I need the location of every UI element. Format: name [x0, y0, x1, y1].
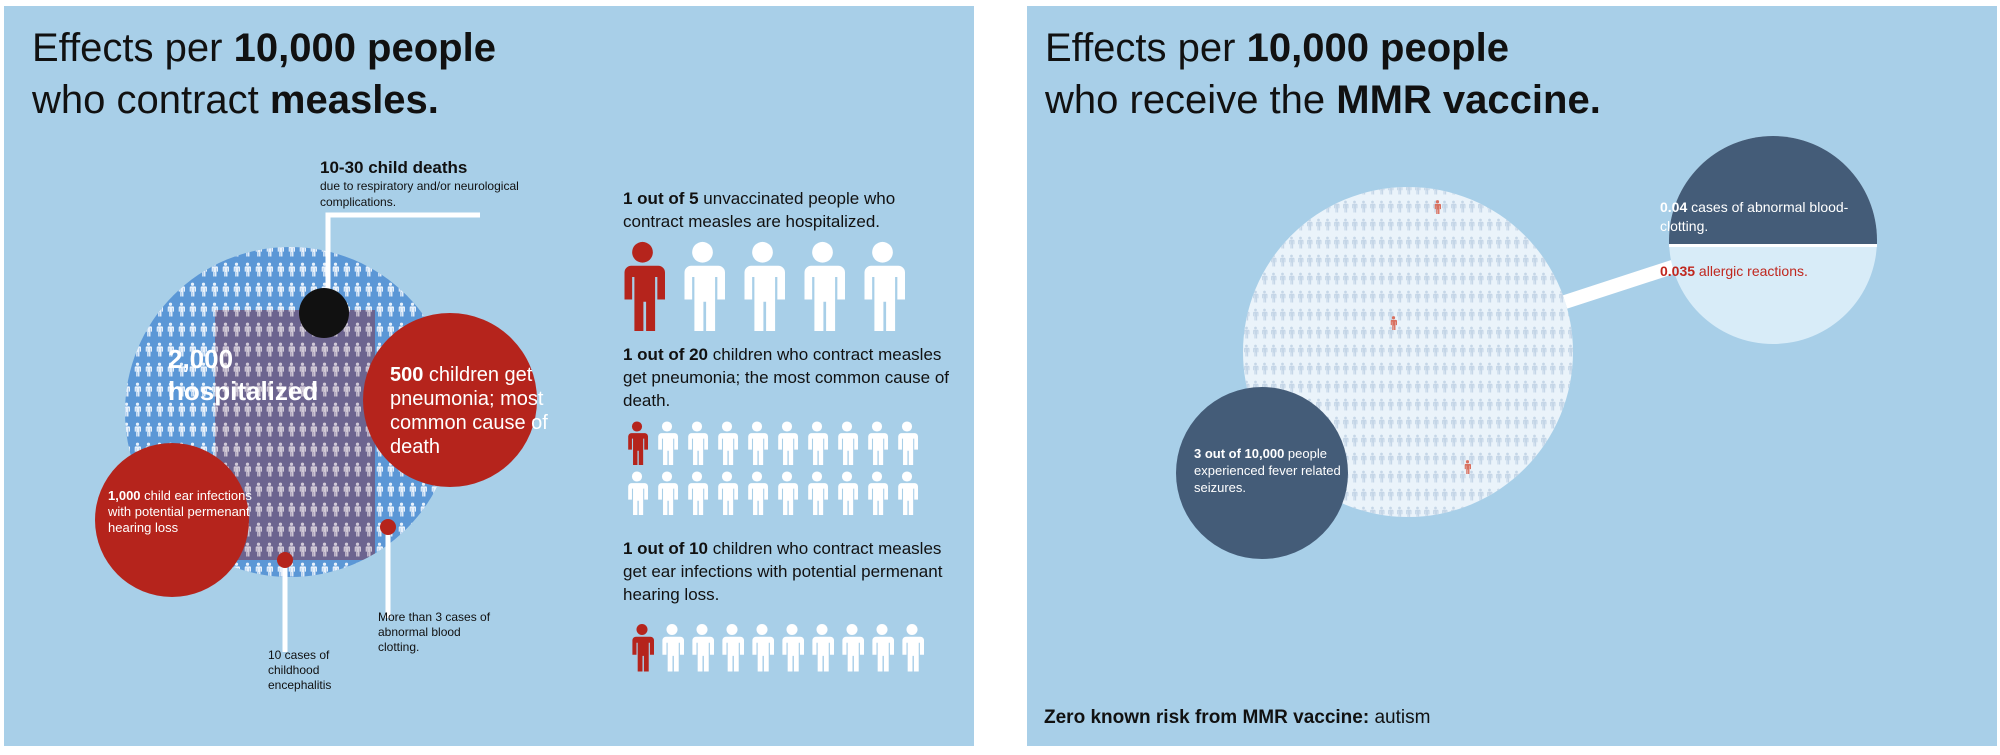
seizure-circle — [1176, 387, 1348, 559]
deaths-heading: 10-30 child deaths — [320, 158, 468, 177]
autism-note: Zero known risk from MMR vaccine: autism — [1044, 707, 1431, 728]
pneumonia-stat: 1 out of 20 children who contract measle… — [623, 345, 950, 410]
person-icon — [684, 241, 725, 331]
person-icon — [864, 241, 905, 331]
hospitalized-stat: 1 out of 5 unvaccinated people who contr… — [623, 189, 896, 231]
vaccine-title: Effects per 10,000 people who receive th… — [1045, 26, 1601, 122]
measles-title: Effects per 10,000 people who contract m… — [32, 26, 496, 122]
ear-infection-people-row — [632, 623, 924, 672]
clotting-rate: 0.04 cases of abnormal blood-clotting. — [1660, 199, 1849, 234]
pneumonia-circle — [363, 313, 537, 487]
person-icon — [744, 241, 785, 331]
pneumonia-people-grid — [628, 421, 918, 515]
clotting-dot — [380, 519, 396, 535]
hospitalized-people-row — [624, 241, 905, 331]
hospitalized-label: 2,000 hospitalized — [168, 344, 319, 406]
deaths-dot — [299, 288, 349, 338]
ear-infection-label: 1,000 child ear infections with potentia… — [108, 488, 252, 535]
allergy-rate: 0.035 allergic reactions. — [1660, 263, 1808, 279]
person-icon — [624, 241, 665, 331]
adverse-events-circle — [1669, 136, 1877, 344]
encephalitis-dot — [277, 552, 293, 568]
deaths-detail: due to respiratory and/or neurological c… — [320, 179, 519, 209]
ear-infection-stat: 1 out of 10 children who contract measle… — [623, 539, 943, 604]
connector-lines — [282, 212, 480, 652]
encephalitis-label: 10 cases of childhood encephalitis — [268, 648, 332, 692]
pneumonia-label: 500 children get pneumonia; most common … — [390, 364, 548, 458]
person-icon — [804, 241, 845, 331]
clotting-label: More than 3 cases of abnormal blood clot… — [378, 610, 491, 654]
ear-infection-circle — [95, 443, 249, 597]
seizure-rate: 3 out of 10,000 people experienced fever… — [1194, 446, 1341, 495]
